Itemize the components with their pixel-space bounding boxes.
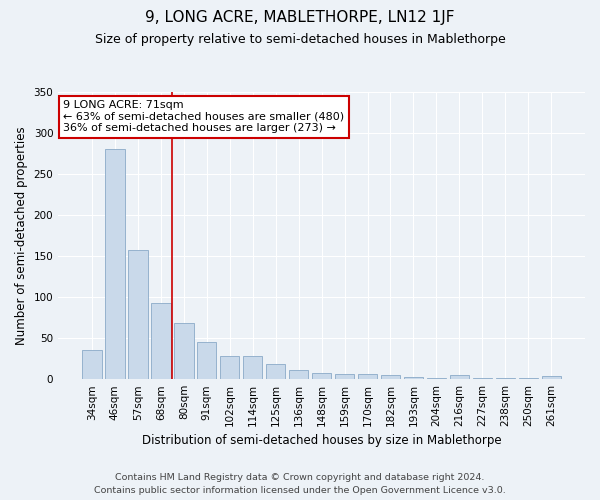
Bar: [220, 356, 239, 379]
Bar: [358, 374, 377, 379]
Bar: [542, 376, 561, 379]
Bar: [151, 302, 170, 379]
Text: 9 LONG ACRE: 71sqm
← 63% of semi-detached houses are smaller (480)
36% of semi-d: 9 LONG ACRE: 71sqm ← 63% of semi-detache…: [64, 100, 344, 134]
Bar: [174, 324, 194, 379]
Bar: [197, 342, 217, 379]
Bar: [496, 378, 515, 379]
Text: Contains HM Land Registry data © Crown copyright and database right 2024.
Contai: Contains HM Land Registry data © Crown c…: [94, 474, 506, 495]
Bar: [105, 149, 125, 379]
Bar: [82, 350, 101, 379]
Bar: [312, 374, 331, 379]
Bar: [266, 364, 286, 379]
Bar: [128, 250, 148, 379]
X-axis label: Distribution of semi-detached houses by size in Mablethorpe: Distribution of semi-detached houses by …: [142, 434, 502, 448]
Bar: [518, 378, 538, 379]
Bar: [335, 374, 355, 379]
Bar: [289, 370, 308, 379]
Bar: [449, 375, 469, 379]
Bar: [473, 378, 492, 379]
Bar: [381, 375, 400, 379]
Text: 9, LONG ACRE, MABLETHORPE, LN12 1JF: 9, LONG ACRE, MABLETHORPE, LN12 1JF: [145, 10, 455, 25]
Y-axis label: Number of semi-detached properties: Number of semi-detached properties: [15, 126, 28, 344]
Bar: [427, 378, 446, 379]
Bar: [404, 376, 423, 379]
Bar: [243, 356, 262, 379]
Text: Size of property relative to semi-detached houses in Mablethorpe: Size of property relative to semi-detach…: [95, 32, 505, 46]
